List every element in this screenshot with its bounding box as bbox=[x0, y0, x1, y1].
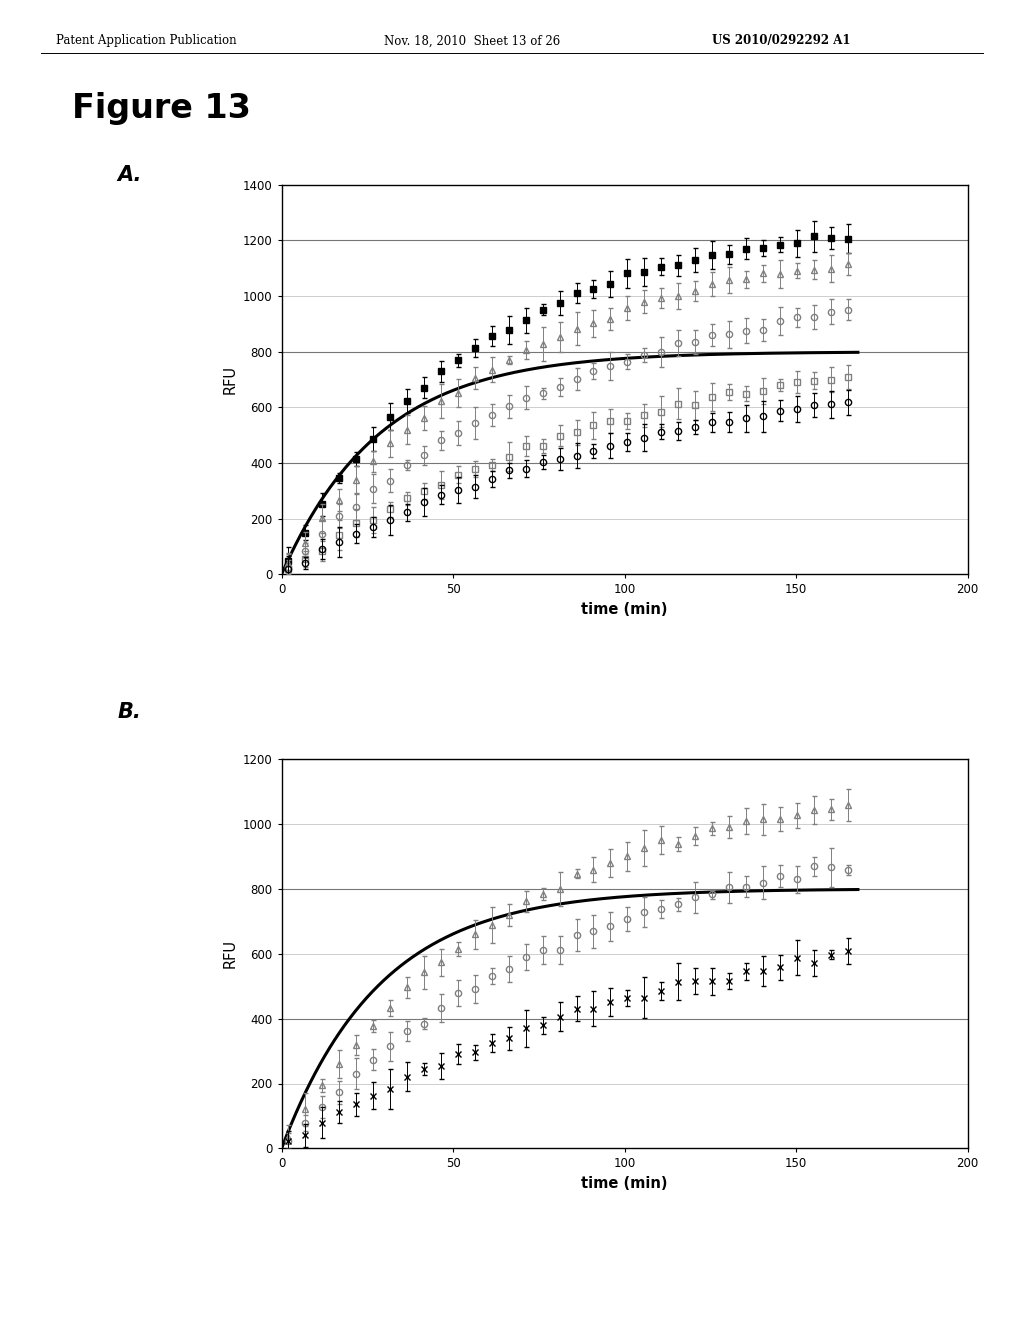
Text: Patent Application Publication: Patent Application Publication bbox=[56, 34, 237, 48]
Text: Figure 13: Figure 13 bbox=[72, 92, 251, 125]
X-axis label: time (min): time (min) bbox=[582, 602, 668, 616]
Text: Nov. 18, 2010  Sheet 13 of 26: Nov. 18, 2010 Sheet 13 of 26 bbox=[384, 34, 560, 48]
Y-axis label: RFU: RFU bbox=[222, 940, 238, 968]
Text: US 2010/0292292 A1: US 2010/0292292 A1 bbox=[712, 34, 850, 48]
Text: A.: A. bbox=[118, 165, 142, 185]
X-axis label: time (min): time (min) bbox=[582, 1176, 668, 1191]
Y-axis label: RFU: RFU bbox=[222, 366, 238, 393]
Text: B.: B. bbox=[118, 702, 141, 722]
